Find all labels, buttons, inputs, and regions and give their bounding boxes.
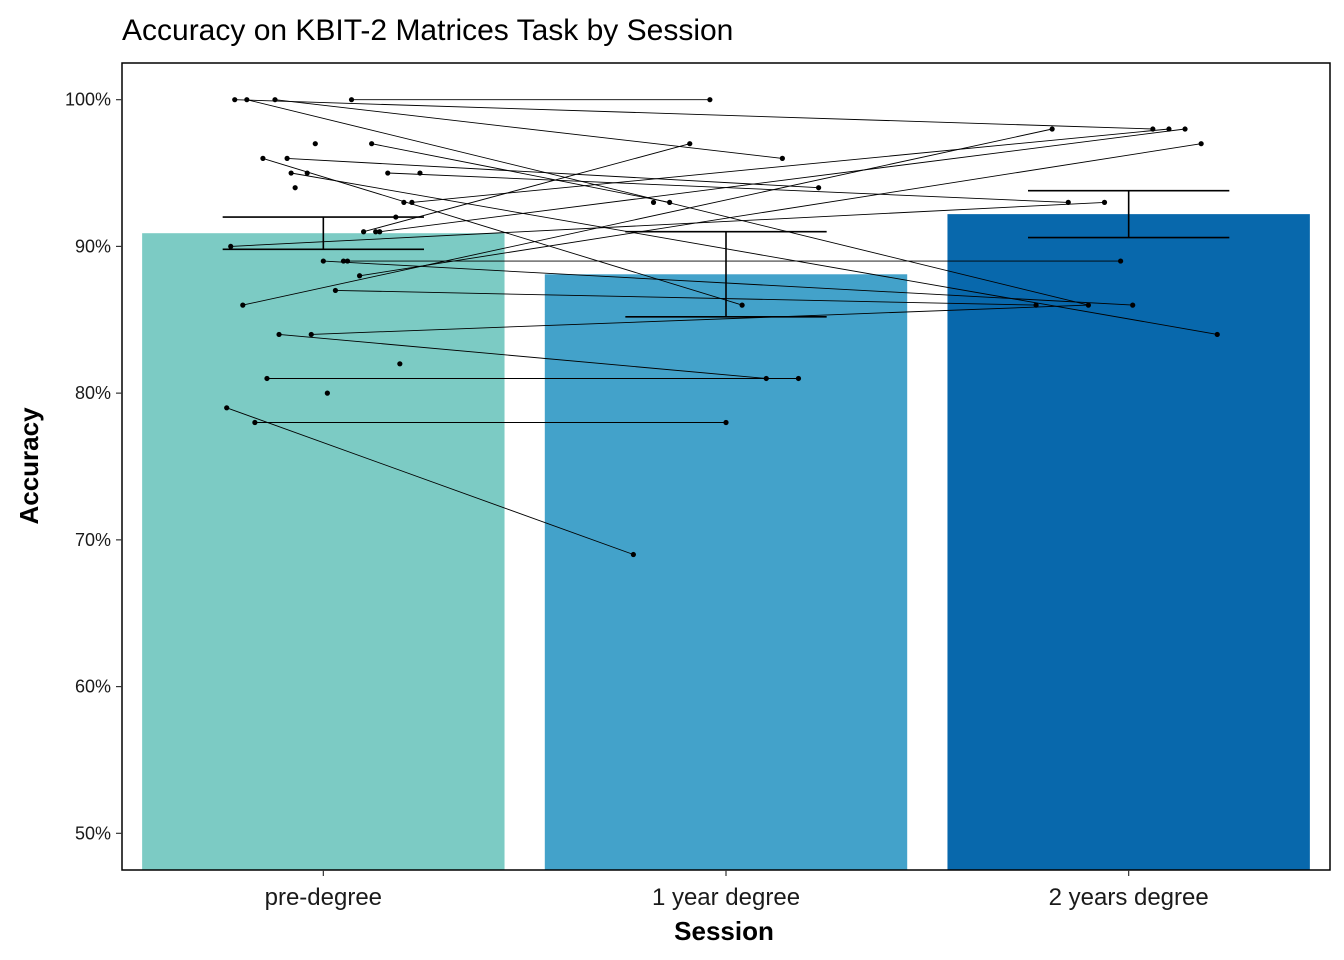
- subject-line-13: [230, 201, 1105, 247]
- subject-line-16: [359, 143, 1202, 277]
- y-axis-title: Accuracy: [14, 407, 44, 525]
- data-point-46: [1150, 126, 1156, 132]
- data-point-53: [1033, 302, 1039, 308]
- data-point-29: [397, 361, 403, 367]
- data-point-43: [723, 419, 729, 426]
- data-point-37: [816, 185, 822, 191]
- data-point-50: [1065, 199, 1071, 205]
- data-point-2: [244, 97, 250, 103]
- data-point-30: [264, 375, 270, 382]
- subject-line-19: [278, 333, 767, 379]
- data-point-32: [224, 405, 230, 411]
- data-point-25: [332, 287, 339, 294]
- y-tick-label-3: 70%: [75, 530, 111, 550]
- x-axis: pre-degree 1 year degree 2 years degree: [265, 870, 1209, 911]
- data-point-19: [377, 229, 383, 235]
- data-point-6: [369, 141, 375, 147]
- data-point-52: [1118, 258, 1124, 264]
- data-point-13: [292, 185, 298, 191]
- subject-line-5: [371, 143, 670, 203]
- subject-line-7: [287, 157, 819, 189]
- data-point-36: [779, 155, 785, 161]
- data-point-54: [1085, 302, 1091, 308]
- data-point-24: [356, 273, 363, 279]
- error-bars-layer: [222, 189, 1230, 318]
- data-point-47: [1166, 126, 1172, 132]
- subject-line-8: [291, 172, 1218, 335]
- y-tick-label-5: 90%: [75, 236, 111, 256]
- data-point-55: [1130, 302, 1136, 308]
- bar-3: [947, 214, 1310, 870]
- y-tick-label-1: 50%: [75, 823, 111, 843]
- data-point-3: [272, 97, 278, 103]
- data-point-23: [344, 258, 351, 264]
- data-point-8: [284, 155, 290, 161]
- data-point-42: [795, 375, 802, 382]
- data-point-1: [232, 97, 238, 103]
- data-point-39: [667, 199, 673, 205]
- data-point-26: [240, 302, 246, 308]
- y-tick-label-2: 60%: [75, 677, 111, 697]
- data-point-49: [1198, 141, 1204, 147]
- data-point-14: [401, 199, 407, 205]
- subject-line-14: [323, 260, 1133, 306]
- data-point-9: [288, 170, 294, 176]
- data-point-4: [348, 97, 355, 103]
- data-point-7: [260, 155, 266, 161]
- y-tick-label-4: 80%: [75, 383, 111, 403]
- data-point-12: [417, 170, 423, 176]
- x-tick-label-1: pre-degree: [265, 884, 382, 911]
- subject-line-3: [274, 99, 783, 159]
- subject-line-17: [335, 289, 1037, 306]
- data-point-21: [320, 258, 326, 264]
- data-point-28: [308, 331, 314, 338]
- y-tick-label-6: 100%: [65, 90, 111, 110]
- data-point-11: [385, 170, 391, 176]
- x-tick-label-3: 2 years degree: [1049, 884, 1209, 911]
- points-layer: [224, 97, 1220, 558]
- data-point-45: [1049, 126, 1055, 132]
- data-point-51: [1101, 199, 1108, 205]
- subject-line-23: [226, 407, 634, 555]
- data-point-44: [630, 551, 636, 558]
- data-point-33: [252, 419, 258, 426]
- data-point-34: [707, 97, 713, 103]
- subject-line-1: [234, 99, 1153, 130]
- x-tick-label-2: 1 year degree: [652, 884, 800, 911]
- subject-line-18: [242, 128, 1053, 306]
- data-point-48: [1182, 126, 1188, 132]
- subject-line-6: [262, 157, 743, 306]
- y-axis: 50% 60% 70% 80% 90% 100%: [65, 90, 122, 843]
- chart-title: Accuracy on KBIT-2 Matrices Task by Sess…: [122, 14, 733, 47]
- data-point-56: [1214, 331, 1220, 338]
- x-axis-title: Session: [674, 916, 774, 946]
- subject-line-10: [411, 128, 1169, 203]
- data-point-22: [340, 258, 347, 264]
- subject-lines-layer: [226, 99, 1218, 555]
- data-point-10: [304, 170, 310, 176]
- data-point-35: [687, 141, 693, 147]
- data-point-40: [739, 302, 745, 308]
- data-point-18: [373, 229, 379, 235]
- data-point-17: [361, 229, 367, 235]
- data-point-15: [409, 199, 415, 205]
- bar-2: [544, 274, 908, 871]
- data-point-38: [650, 199, 657, 205]
- bar-1: [142, 233, 505, 871]
- data-point-41: [763, 375, 769, 382]
- subject-line-20: [311, 304, 1089, 335]
- data-point-20: [228, 243, 234, 250]
- data-point-31: [324, 390, 330, 396]
- subject-line-12: [379, 128, 1186, 233]
- data-point-5: [312, 141, 318, 147]
- bars-layer: [142, 214, 1310, 871]
- data-point-27: [276, 331, 282, 338]
